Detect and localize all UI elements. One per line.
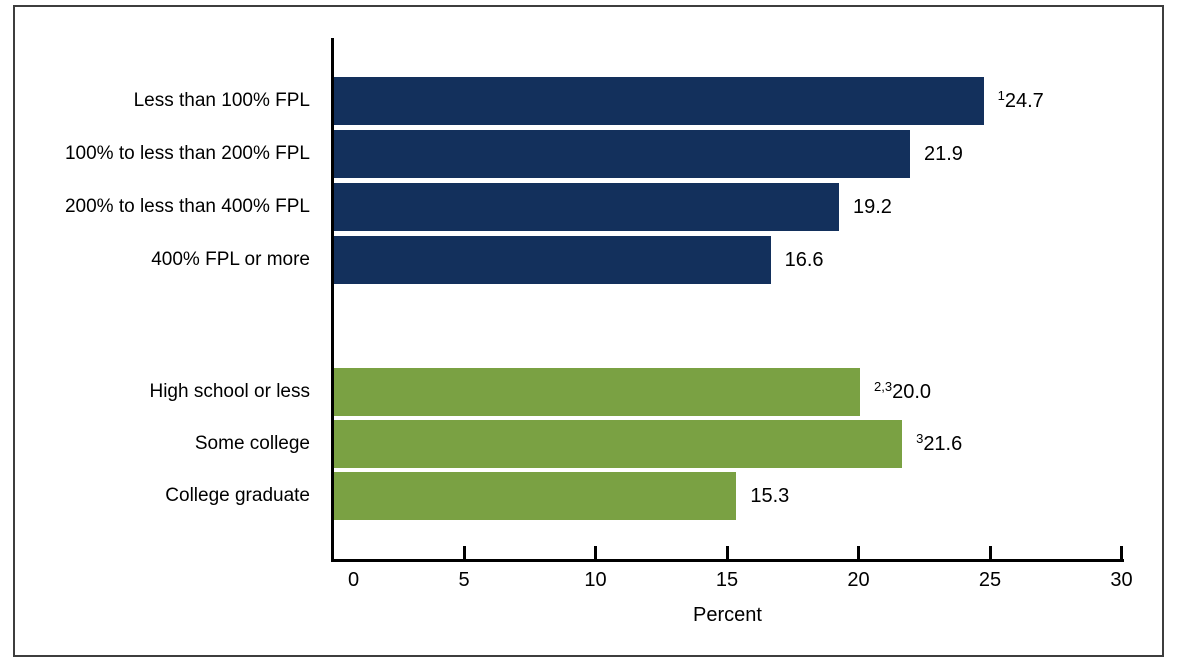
bar-less-than-100-fpl	[334, 77, 984, 125]
x-axis-tick	[857, 546, 860, 559]
value-label-200-to-less-than-400-fpl: 19.2	[853, 183, 892, 231]
x-axis-tick-label: 5	[458, 569, 470, 591]
value-text: 21.9	[923, 143, 963, 165]
bar-200-to-less-than-400-fpl	[334, 183, 839, 231]
value-text: 15.3	[750, 485, 790, 507]
bar-400-fpl-or-more	[334, 236, 771, 284]
category-label-high-school-or-less: High school or less	[149, 381, 310, 402]
value-text: 19.2	[852, 196, 892, 218]
x-axis-line	[331, 559, 1124, 562]
value-text: 20.0	[892, 381, 932, 403]
x-axis-tick	[1120, 546, 1123, 559]
x-axis-tick-label: 10	[584, 569, 607, 591]
value-label-high-school-or-less: 2,320.0	[874, 368, 931, 416]
bar-some-college	[334, 420, 903, 468]
footnote-superscript: 3	[916, 431, 924, 446]
x-axis-title: Percent	[693, 604, 762, 626]
value-label-college-graduate: 15.3	[750, 472, 789, 520]
value-label-100-to-less-than-200-fpl: 21.9	[924, 130, 963, 178]
value-label-less-than-100-fpl: 124.7	[998, 77, 1044, 125]
x-axis-tick-label: 15	[715, 569, 739, 591]
value-label-400-fpl-or-more: 16.6	[785, 236, 824, 284]
category-label-less-than-100-fpl: Less than 100% FPL	[133, 90, 310, 111]
bar-high-school-or-less	[334, 368, 860, 416]
value-text: 21.6	[923, 433, 963, 455]
x-axis-tick-label: 30	[1110, 569, 1133, 591]
footnote-superscript: 1	[997, 88, 1005, 103]
x-axis-tick	[462, 546, 466, 559]
x-axis-tick-label: 0	[347, 569, 360, 591]
category-label-200-to-less-than-400-fpl: 200% to less than 400% FPL	[64, 196, 310, 217]
bar-100-to-less-than-200-fpl	[334, 130, 910, 178]
value-text: 24.7	[1004, 90, 1044, 112]
x-axis-tick	[594, 546, 597, 559]
category-label-college-graduate: College graduate	[165, 485, 310, 506]
category-label-some-college: Some college	[194, 433, 310, 454]
footnote-superscript: 2,3	[874, 379, 893, 394]
y-axis-line	[331, 38, 334, 562]
x-axis-tick-label: 20	[847, 569, 870, 591]
category-label-100-to-less-than-200-fpl: 100% to less than 200% FPL	[64, 143, 310, 164]
bar-college-graduate	[334, 472, 737, 520]
value-text: 16.6	[784, 249, 824, 271]
x-axis-tick-label: 25	[978, 569, 1002, 591]
x-axis-tick	[988, 546, 992, 559]
x-axis-tick	[725, 546, 729, 559]
value-label-some-college: 321.6	[916, 420, 962, 468]
category-label-400-fpl-or-more: 400% FPL or more	[151, 249, 310, 270]
